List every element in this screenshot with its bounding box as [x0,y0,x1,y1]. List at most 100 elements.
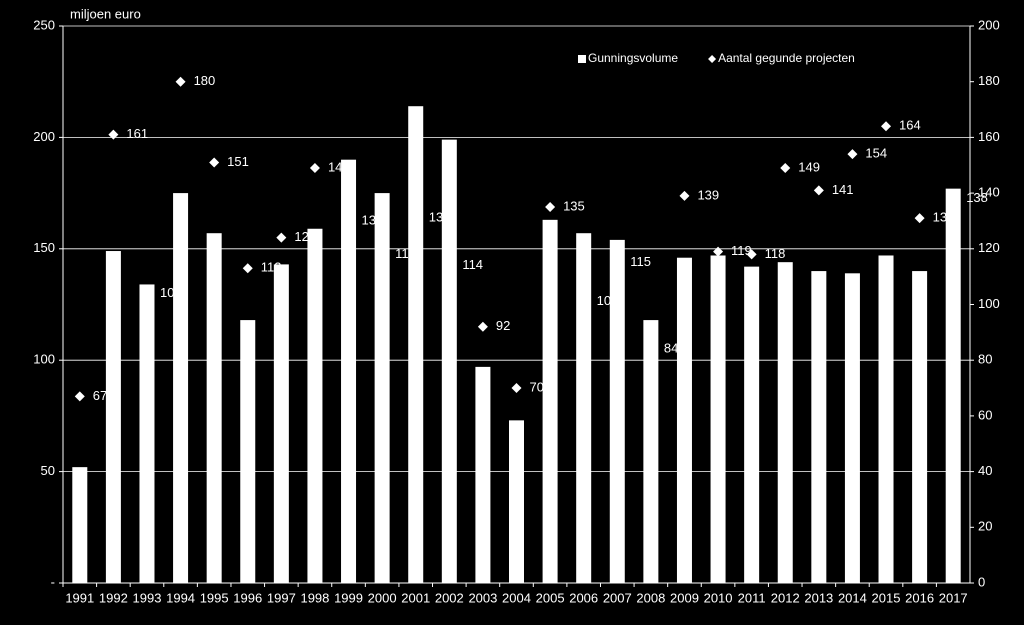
data-label: 149 [798,159,820,174]
marker [242,263,253,274]
x-tick-label: 2008 [636,590,665,605]
bar [240,320,256,583]
marker [746,249,757,260]
bar [72,467,88,583]
data-label: 70 [530,379,544,394]
x-tick-label: 2002 [435,590,464,605]
x-tick-label: 2003 [468,590,497,605]
y2-tick-label: 80 [978,352,992,367]
bar [878,255,894,583]
bar [576,233,592,584]
legend-marker [578,55,586,63]
bar [105,251,121,583]
x-tick-label: 2015 [872,590,901,605]
data-label: 161 [126,126,148,141]
data-label: 67 [93,388,107,403]
bar [307,228,323,584]
marker [74,391,85,402]
data-label: 138 [966,190,988,205]
bar [341,159,357,583]
legend-marker [708,55,717,63]
data-label: 164 [899,118,921,133]
data-label: 92 [496,318,510,333]
data-label: 118 [765,246,786,261]
bar [777,262,793,583]
y-tick-label: 200 [33,129,55,144]
data-label: 135 [563,198,585,213]
x-tick-label: 2012 [771,590,800,605]
bar [206,233,222,584]
data-label: 119 [731,243,752,258]
x-tick-label: 1996 [233,590,262,605]
bar [542,219,558,583]
x-tick-label: 2011 [738,590,766,605]
bar [273,264,289,583]
x-tick-label: 2001 [401,590,430,605]
x-tick-label: 1998 [300,590,329,605]
bar [710,255,726,583]
marker [477,321,488,332]
y2-tick-label: 20 [978,519,992,534]
y-tick-label: 150 [33,240,55,255]
x-tick-label: 1994 [166,590,195,605]
bar [945,188,961,584]
bar [441,139,457,584]
bar [475,366,491,583]
bar [173,193,189,583]
marker [780,163,791,174]
y2-tick-label: 60 [978,407,992,422]
data-label: 141 [832,182,854,197]
data-label: 154 [865,146,887,161]
marker [209,157,220,168]
x-tick-label: 1999 [334,590,363,605]
x-tick-label: 1997 [267,590,296,605]
bar [744,266,760,583]
x-tick-label: 2010 [704,590,733,605]
x-tick-label: 2007 [603,590,632,605]
x-tick-label: 2013 [804,590,833,605]
bar [643,320,659,583]
x-tick-label: 2006 [569,590,598,605]
x-tick-label: 1991 [65,590,94,605]
marker [276,232,287,243]
marker [175,76,186,87]
x-tick-label: 2000 [368,590,397,605]
legend-label: Aantal gegunde projecten [718,51,855,65]
x-tick-label: 2005 [536,590,565,605]
x-tick-label: 1992 [99,590,128,605]
y-axis-label: miljoen euro [70,6,141,21]
legend-label: Gunningsvolume [588,51,678,65]
data-label: 114 [462,257,483,272]
marker [511,383,522,394]
x-tick-label: 2014 [838,590,867,605]
x-tick-label: 1993 [133,590,162,605]
bar [374,193,390,583]
y2-tick-label: 40 [978,463,992,478]
marker [847,149,858,160]
x-tick-label: 1995 [200,590,229,605]
y-tick-label: - [51,574,55,589]
y2-tick-label: 120 [978,240,1000,255]
y2-tick-label: 180 [978,73,1000,88]
y2-tick-label: 100 [978,296,1000,311]
marker [914,213,925,224]
bar [609,239,625,583]
data-label: 139 [697,187,719,202]
bar [844,273,860,583]
marker [309,163,320,174]
bar [408,106,424,583]
x-tick-label: 2016 [905,590,934,605]
marker [545,202,556,213]
y2-tick-label: 140 [978,185,1000,200]
y-tick-label: 100 [33,352,55,367]
y-tick-label: 250 [33,17,55,32]
bar [139,284,155,583]
data-label: 180 [194,73,216,88]
marker [713,246,724,257]
x-tick-label: 2017 [939,590,968,605]
bar [811,271,827,583]
y2-tick-label: 200 [978,17,1000,32]
bar [676,257,692,583]
x-tick-label: 2004 [502,590,531,605]
